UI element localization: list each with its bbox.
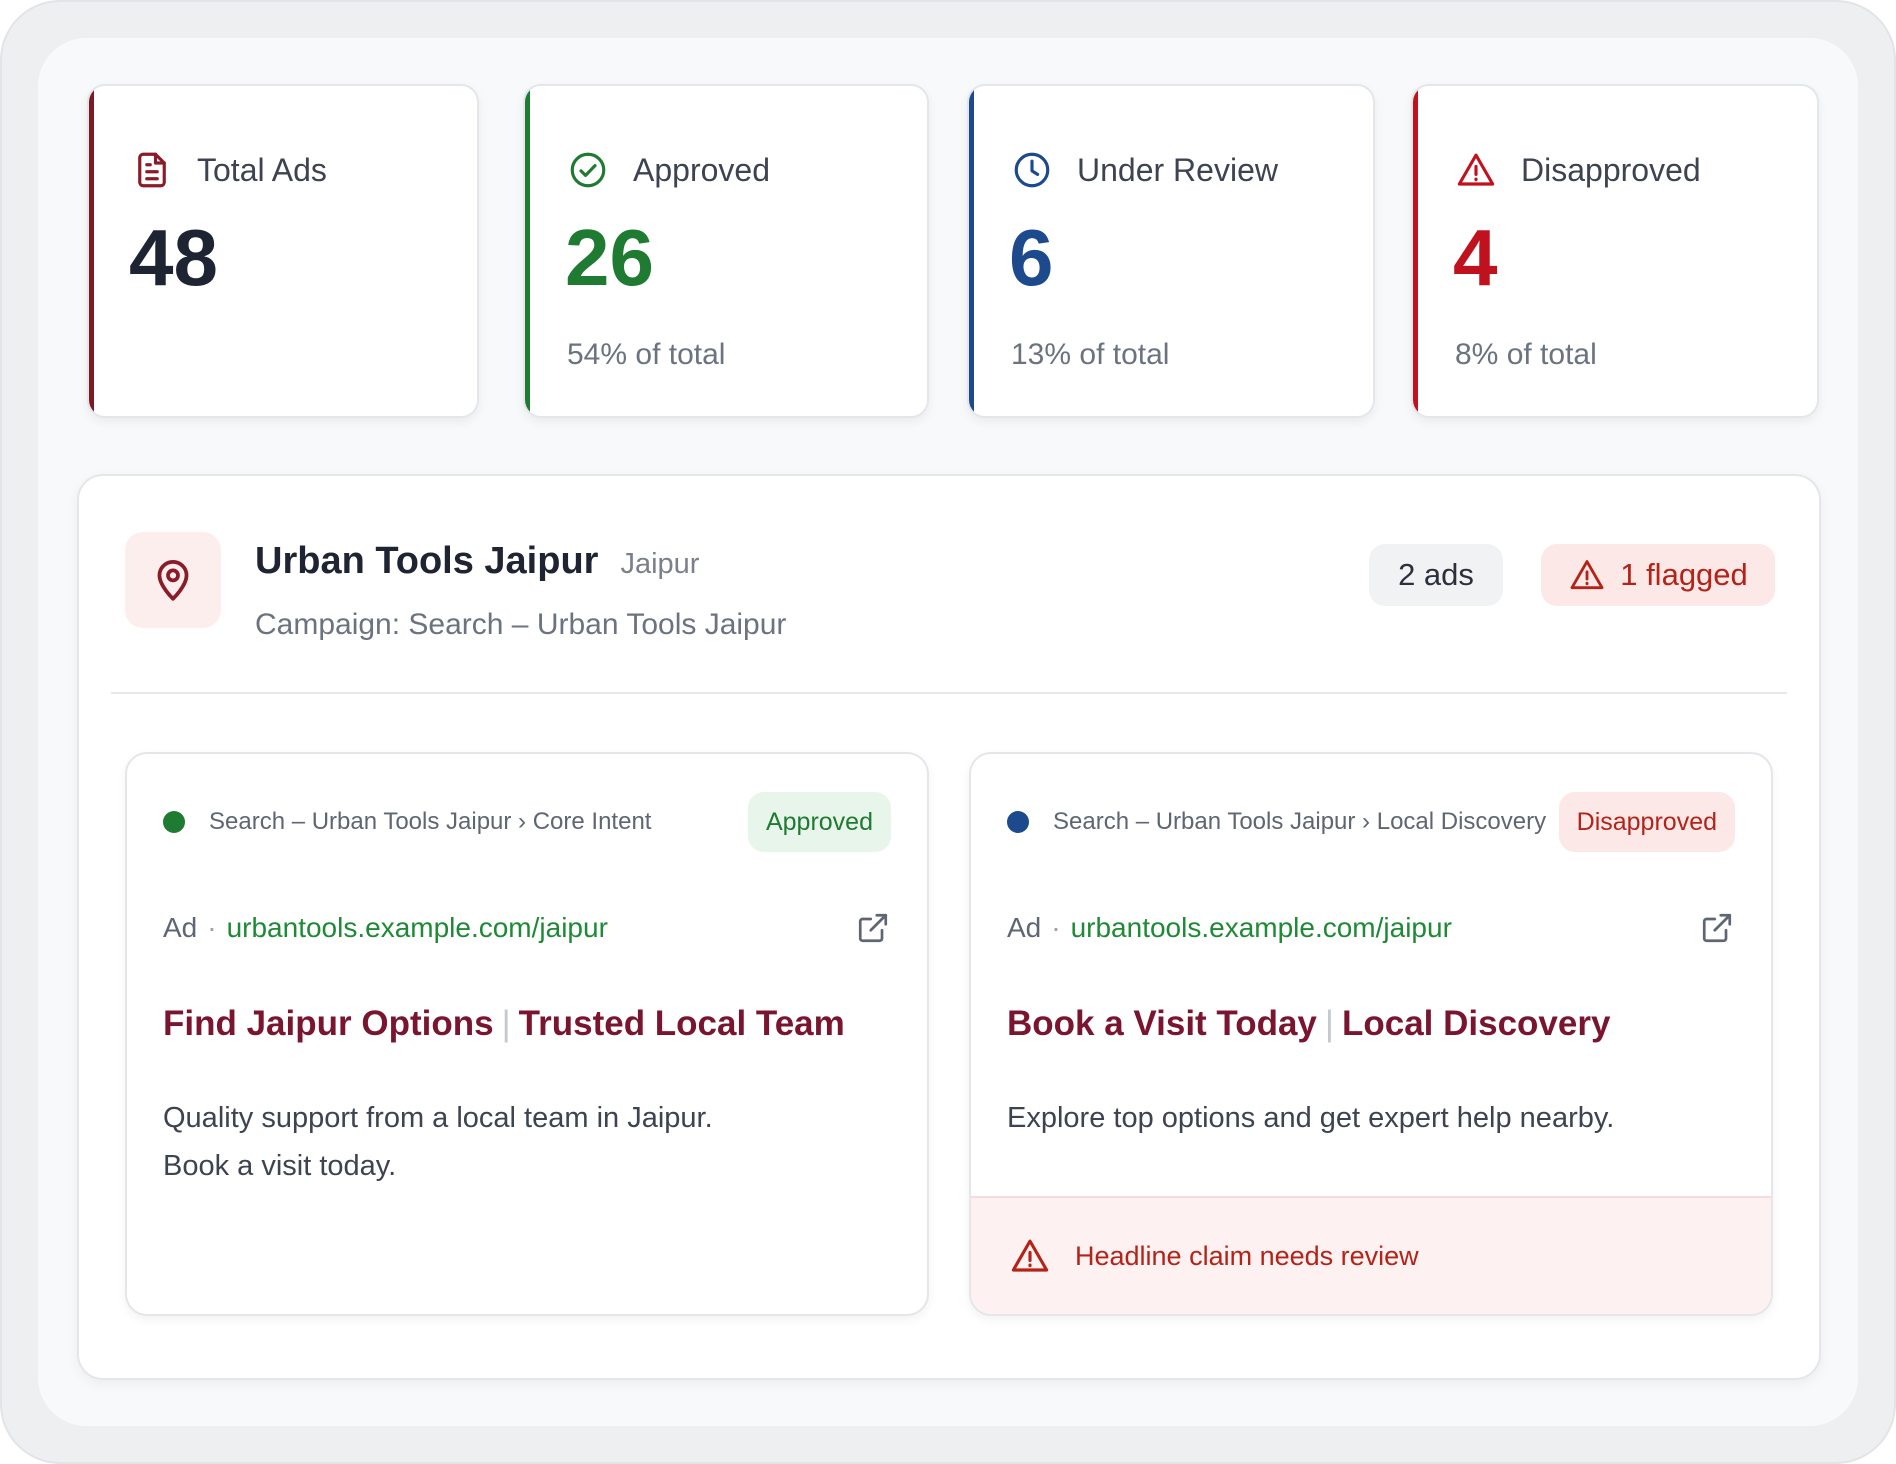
policy-warning[interactable]: Headline claim needs review xyxy=(971,1196,1771,1314)
stat-label: Under Review xyxy=(1077,151,1278,188)
stat-percentage: 8% of total xyxy=(1455,338,1597,371)
ad-description: Quality support from a local team in Jai… xyxy=(163,1094,863,1190)
ad-description: Explore top options and get expert help … xyxy=(1007,1094,1707,1142)
flagged-label: 1 flagged xyxy=(1620,557,1748,592)
status-dot xyxy=(163,811,185,833)
clock-icon xyxy=(1014,152,1050,188)
stat-label: Total Ads xyxy=(197,151,327,188)
external-link-icon[interactable] xyxy=(855,910,891,946)
status-dot xyxy=(1007,811,1029,833)
stat-percentage: 54% of total xyxy=(567,338,726,371)
location-icon-badge xyxy=(125,532,221,628)
headline-separator: | xyxy=(501,1004,511,1043)
stat-value: 6 xyxy=(1009,213,1054,302)
check-circle-icon xyxy=(570,152,606,188)
headline-separator: | xyxy=(1324,1004,1334,1043)
location-name: Urban Tools Jaipur xyxy=(255,540,599,582)
stat-accent-bar xyxy=(525,86,530,416)
ad-separator: · xyxy=(1051,912,1061,943)
ad-label: Ad xyxy=(1007,912,1042,943)
warning-message: Headline claim needs review xyxy=(1075,1240,1419,1271)
warning-triangle-icon xyxy=(1457,153,1495,186)
stat-accent-bar xyxy=(89,86,94,416)
warning-triangle-icon xyxy=(1570,560,1604,590)
ads-count-badge[interactable]: 2 ads xyxy=(1369,544,1503,606)
ad-headline: Find Jaipur Options | Trusted Local Team xyxy=(163,1004,845,1044)
stat-percentage: 13% of total xyxy=(1011,338,1170,371)
stat-card-disapproved[interactable]: Disapproved 4 8% of total xyxy=(1411,84,1819,418)
stat-label: Approved xyxy=(633,151,770,188)
ad-separator: · xyxy=(207,912,217,943)
stat-card-under-review[interactable]: Under Review 6 13% of total xyxy=(967,84,1375,418)
ad-group-path: Search – Urban Tools Jaipur › Core Inten… xyxy=(209,808,652,835)
stat-card-total-ads[interactable]: Total Ads 48 xyxy=(87,84,479,418)
map-pin-icon xyxy=(157,560,189,601)
ad-group-path: Search – Urban Tools Jaipur › Local Disc… xyxy=(1053,808,1547,835)
description-line: Quality support from a local team in Jai… xyxy=(163,1102,713,1134)
description-line: Explore top options and get expert help … xyxy=(1007,1102,1615,1134)
headline-part: Trusted Local Team xyxy=(518,1004,845,1043)
stat-label: Disapproved xyxy=(1521,151,1701,188)
document-icon xyxy=(138,152,166,188)
location-title: Urban Tools Jaipur Jaipur xyxy=(255,540,699,583)
stat-value: 26 xyxy=(565,213,654,302)
status-badge: Disapproved xyxy=(1558,792,1735,852)
ad-label: Ad xyxy=(163,912,198,943)
headline-part: Book a Visit Today xyxy=(1007,1004,1317,1043)
headline-part: Find Jaipur Options xyxy=(163,1004,494,1043)
ad-card-local-discovery[interactable]: Search – Urban Tools Jaipur › Local Disc… xyxy=(969,752,1773,1316)
ad-card-core-intent[interactable]: Search – Urban Tools Jaipur › Core Inten… xyxy=(125,752,929,1316)
stat-accent-bar xyxy=(1413,86,1418,416)
ad-display-url[interactable]: urbantools.example.com/jaipur xyxy=(1070,912,1452,943)
stats-row: Total Ads 48 Approved 26 54% of total Un… xyxy=(87,84,1819,418)
external-link-icon[interactable] xyxy=(1699,910,1735,946)
stat-value: 48 xyxy=(129,213,218,302)
location-city: Jaipur xyxy=(620,548,700,580)
headline-part: Local Discovery xyxy=(1341,1004,1611,1043)
description-line: Book a visit today. xyxy=(163,1150,397,1182)
ad-headline: Book a Visit Today | Local Discovery xyxy=(1007,1004,1610,1044)
status-badge: Approved xyxy=(747,792,891,852)
flagged-badge[interactable]: 1 flagged xyxy=(1541,544,1775,606)
warning-triangle-icon xyxy=(1011,1239,1049,1272)
campaign-name: Campaign: Search – Urban Tools Jaipur xyxy=(255,608,787,641)
divider xyxy=(111,692,1787,694)
ad-display-url[interactable]: urbantools.example.com/jaipur xyxy=(226,912,608,943)
stat-value: 4 xyxy=(1453,213,1498,302)
stat-accent-bar xyxy=(969,86,974,416)
location-card: Urban Tools Jaipur Jaipur Campaign: Sear… xyxy=(77,474,1821,1380)
stat-card-approved[interactable]: Approved 26 54% of total xyxy=(523,84,929,418)
